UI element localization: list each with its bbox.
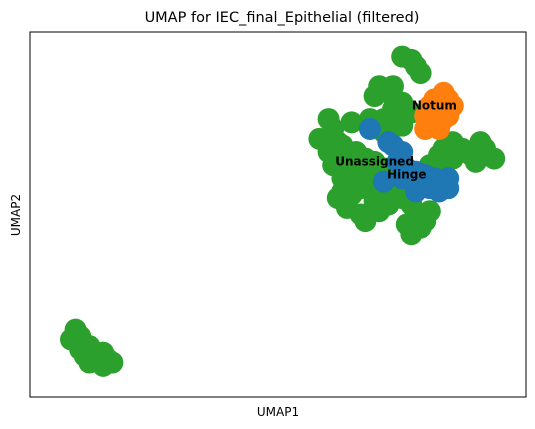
point-unassigned — [340, 111, 363, 134]
point-unassigned — [395, 213, 418, 236]
point-unassigned — [409, 62, 432, 85]
cluster-label-hinge: Hinge — [387, 168, 426, 182]
point-unassigned — [363, 150, 386, 173]
point-unassigned — [363, 85, 386, 108]
cluster-label-unassigned: Unassigned — [335, 154, 414, 168]
x-axis-label: UMAP1 — [257, 405, 299, 419]
point-unassigned — [474, 137, 496, 160]
points-layer — [60, 45, 506, 377]
point-unassigned — [382, 75, 404, 98]
point-unassigned — [368, 200, 391, 223]
point-notum — [418, 94, 441, 117]
point-hinge — [391, 167, 414, 190]
plot-frame — [29, 31, 527, 398]
point-hinge — [437, 177, 460, 200]
point-notum — [414, 117, 437, 140]
point-hinge — [359, 117, 381, 140]
point-hinge — [409, 173, 432, 196]
point-hinge — [372, 170, 395, 193]
point-unassigned — [78, 351, 101, 374]
cluster-label-notum: Notum — [412, 98, 457, 112]
point-unassigned — [441, 131, 464, 154]
chart-title: UMAP for IEC_final_Epithelial (filtered) — [145, 10, 420, 26]
point-notum — [432, 108, 455, 131]
point-unassigned — [418, 200, 441, 223]
y-axis-label: UMAP2 — [9, 194, 23, 236]
